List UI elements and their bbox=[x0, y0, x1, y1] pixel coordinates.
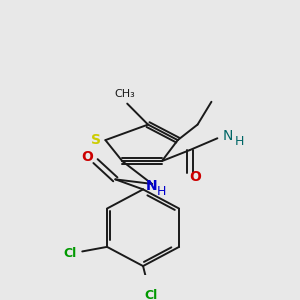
Text: O: O bbox=[82, 150, 94, 164]
Text: Cl: Cl bbox=[144, 289, 158, 300]
Text: H: H bbox=[157, 185, 167, 198]
Text: H: H bbox=[235, 135, 244, 148]
Text: Cl: Cl bbox=[64, 247, 77, 260]
Text: N: N bbox=[222, 130, 233, 143]
Text: O: O bbox=[190, 169, 202, 184]
Text: S: S bbox=[92, 133, 101, 147]
Text: CH₃: CH₃ bbox=[115, 89, 136, 100]
Text: N: N bbox=[146, 179, 158, 193]
